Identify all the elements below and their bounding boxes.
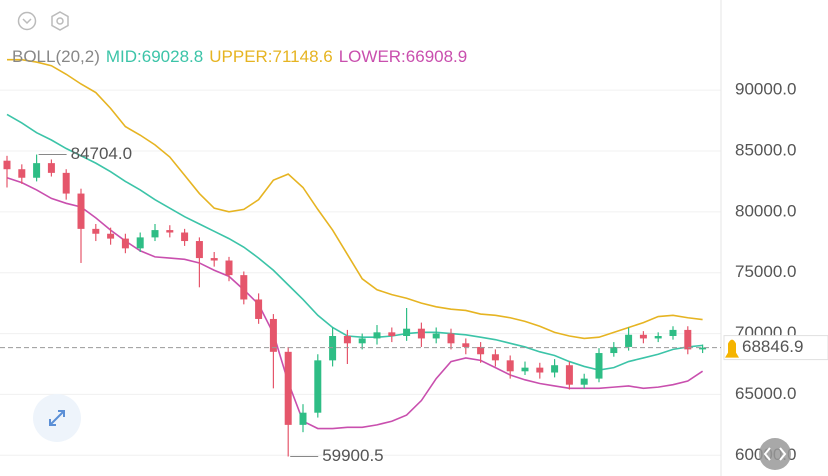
candle-body bbox=[403, 328, 411, 336]
candle-body bbox=[136, 237, 144, 249]
candle-body bbox=[299, 412, 307, 425]
legend-entry: UPPER:71148.6 bbox=[209, 47, 332, 66]
candle-body bbox=[491, 354, 499, 361]
candle-body bbox=[432, 333, 440, 339]
candle-body bbox=[447, 333, 455, 344]
candle-body bbox=[77, 193, 85, 229]
scroll-icon bbox=[763, 447, 787, 461]
candle-body bbox=[358, 338, 366, 344]
candle-body bbox=[195, 241, 203, 259]
extreme-label: 59900.5 bbox=[322, 446, 383, 465]
collapse-icon[interactable] bbox=[17, 11, 37, 31]
y-axis: 60000.065000.070000.075000.080000.085000… bbox=[723, 80, 828, 464]
candle-body bbox=[284, 351, 292, 425]
band-line bbox=[7, 58, 703, 340]
candle-body bbox=[536, 367, 544, 373]
candle-body bbox=[225, 260, 233, 276]
candle-body bbox=[151, 230, 159, 238]
legend: BOLL(20,2) MID:69028.8 UPPER:71148.6 LOWER:… bbox=[12, 47, 467, 66]
candle-body bbox=[181, 232, 189, 242]
candle-body bbox=[47, 163, 55, 173]
candle-body bbox=[3, 160, 11, 170]
candle-body bbox=[255, 299, 263, 319]
y-tick-label: 80000.0 bbox=[735, 201, 796, 220]
candle-body bbox=[565, 365, 573, 385]
candle-body bbox=[477, 346, 485, 355]
candle-body bbox=[639, 334, 647, 339]
candle-body bbox=[240, 275, 248, 300]
candle-body bbox=[610, 346, 618, 354]
candle-body bbox=[269, 318, 277, 352]
settings-icon-center bbox=[56, 17, 64, 25]
candle-body bbox=[506, 360, 514, 372]
candle-body bbox=[580, 378, 588, 385]
candle-body bbox=[92, 228, 100, 234]
candle-body bbox=[521, 367, 529, 372]
candle-body bbox=[62, 172, 70, 194]
plot: 84704.0 59900.5 bbox=[0, 58, 721, 465]
candle-body bbox=[669, 329, 677, 336]
scroll-button[interactable] bbox=[759, 438, 791, 470]
current-price-label: 68846.9 bbox=[742, 337, 803, 356]
y-tick-label: 90000.0 bbox=[735, 80, 796, 99]
candle-body bbox=[343, 336, 351, 344]
candle-body bbox=[388, 332, 396, 336]
candle-body bbox=[121, 238, 129, 249]
candle-body bbox=[107, 233, 115, 239]
extreme-label: 84704.0 bbox=[71, 144, 132, 163]
candle-body bbox=[210, 258, 218, 261]
candle-body bbox=[18, 169, 26, 178]
y-tick-label: 75000.0 bbox=[735, 262, 796, 281]
candle-body bbox=[33, 163, 41, 178]
alert-bell bbox=[725, 339, 739, 358]
legend-entry: LOWER:66908.9 bbox=[339, 47, 468, 66]
legend-entry: MID:69028.8 bbox=[106, 47, 203, 66]
candle-body bbox=[314, 360, 322, 413]
y-tick-label: 65000.0 bbox=[735, 384, 796, 403]
collapse-icon-chevron bbox=[22, 18, 32, 25]
candle-body bbox=[595, 353, 603, 379]
candle-body bbox=[329, 336, 337, 361]
candle-body bbox=[684, 329, 692, 350]
candle-body bbox=[625, 334, 633, 347]
y-tick-label: 85000.0 bbox=[735, 140, 796, 159]
candle-body bbox=[462, 343, 470, 347]
candle-body bbox=[699, 347, 707, 350]
candle-body bbox=[417, 328, 425, 339]
grid bbox=[0, 89, 721, 456]
settings-icon[interactable] bbox=[51, 11, 69, 31]
current-price-tag bbox=[723, 335, 828, 361]
candle-body bbox=[373, 332, 381, 339]
expand-icon bbox=[49, 410, 65, 426]
indicator-label: BOLL(20,2) bbox=[12, 47, 100, 66]
candle-body bbox=[654, 336, 662, 339]
band-line bbox=[6, 113, 703, 371]
candle-body bbox=[166, 230, 174, 233]
candle-body bbox=[551, 365, 559, 373]
